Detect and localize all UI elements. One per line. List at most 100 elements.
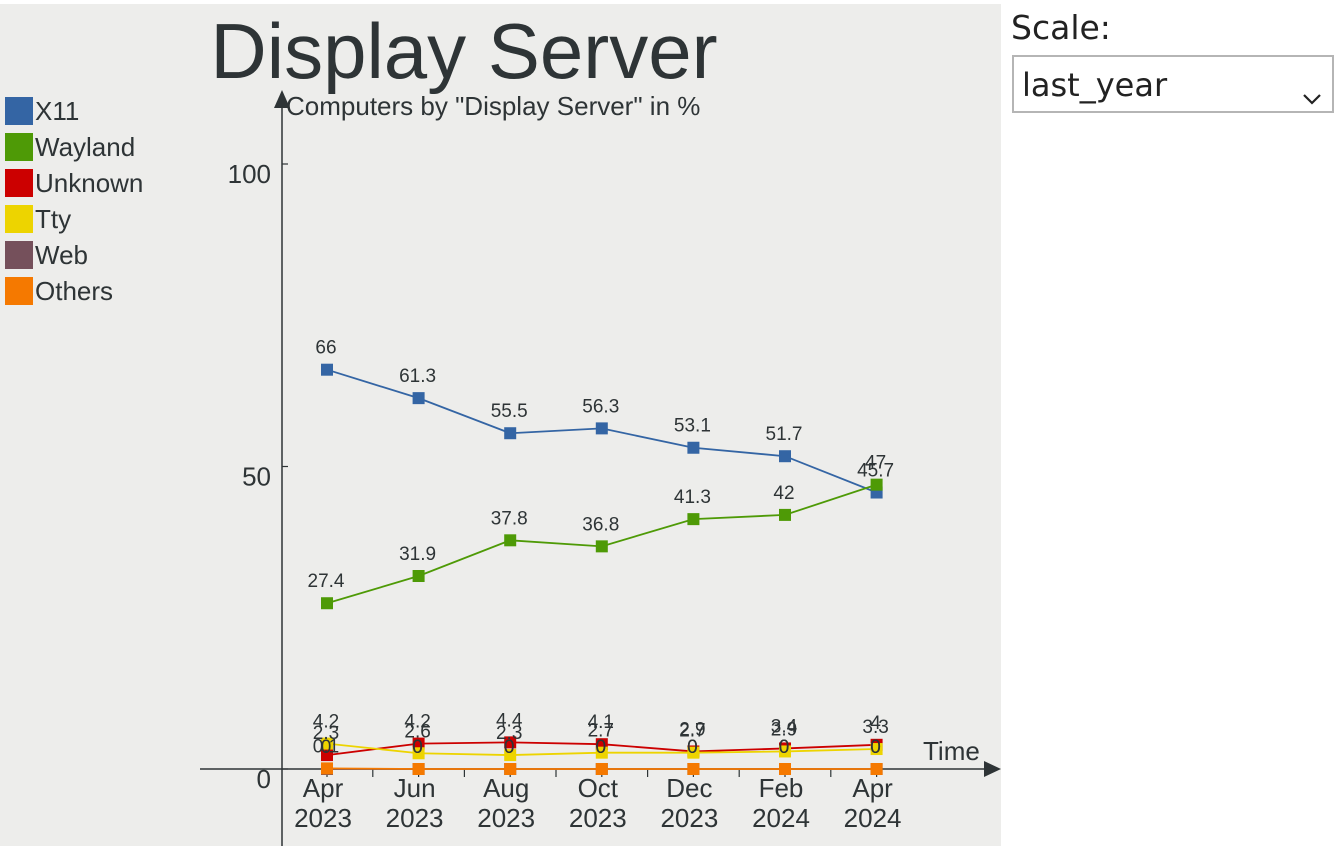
data-point <box>595 746 608 759</box>
data-point <box>870 763 883 775</box>
data-point <box>779 450 791 463</box>
scale-dropdown-value: last_year <box>1022 66 1168 104</box>
legend-label: X11 <box>35 96 79 126</box>
line-chart: Display Server Computers by "Display Ser… <box>5 7 1001 846</box>
data-label: 53.1 <box>674 416 711 437</box>
x-tick-label: Jun 2023 <box>386 773 444 833</box>
data-label: 4.2 <box>313 712 339 733</box>
data-labels: 66 61.3 55.5 56.3 53.1 51.7 45.7 27.4 31.9 37.8 36… <box>308 338 895 758</box>
legend-label: Tty <box>35 204 71 234</box>
data-label: 0.1 <box>313 736 339 757</box>
data-label: 0 <box>870 737 881 758</box>
x-tick-label: Dec 2023 <box>660 773 718 833</box>
y-tick-label: 0 <box>257 764 271 794</box>
data-point <box>687 746 700 759</box>
data-label: 66 <box>315 338 336 359</box>
data-label: 0 <box>504 737 515 758</box>
data-point <box>504 763 517 775</box>
chevron-down-icon <box>1302 75 1322 113</box>
data-label: 36.8 <box>582 514 619 535</box>
data-label: 4.2 <box>404 712 430 733</box>
x-tick-label: Feb 2024 <box>752 773 810 833</box>
x-tick-label: Oct 2023 <box>569 773 627 833</box>
data-point <box>321 737 333 750</box>
series-wayland <box>321 478 883 610</box>
x-tick-label: Aug 2023 <box>477 773 535 833</box>
data-label: 2.6 <box>404 721 430 742</box>
data-label: 0 <box>779 737 790 758</box>
axes: 0 50 100 Apr 2023 Jun 2023 Aug 2023 Oct 2023 Dec 202… <box>200 90 1001 846</box>
data-point <box>779 508 791 521</box>
chart-panel: Display Server Computers by "Display Ser… <box>0 4 1001 846</box>
data-label: 56.3 <box>582 396 619 417</box>
data-label: 37.8 <box>491 508 528 529</box>
data-label: 2.7 <box>588 721 614 742</box>
y-tick-label: 50 <box>242 462 271 492</box>
data-point <box>595 540 608 553</box>
data-point <box>321 597 333 610</box>
series-others <box>321 762 883 775</box>
data-label: 3.3 <box>862 717 888 738</box>
data-label: 2.9 <box>771 719 797 740</box>
data-point <box>504 427 517 440</box>
data-label: 4.4 <box>496 710 523 731</box>
series-tty <box>321 737 883 762</box>
data-point <box>687 441 700 454</box>
data-label: 0 <box>687 737 698 758</box>
legend-swatch <box>5 205 33 233</box>
data-label: 0 <box>596 737 607 758</box>
x-axis-label: Time <box>923 736 980 766</box>
y-tick-label: 100 <box>228 159 271 189</box>
data-label: 3.4 <box>771 716 798 737</box>
data-label: 0 <box>504 737 515 758</box>
data-point <box>412 392 425 405</box>
data-label: 27.4 <box>308 571 345 592</box>
series-layer <box>321 363 883 775</box>
data-point <box>321 749 333 762</box>
chart-subtitle: Computers by "Display Server" in % <box>286 91 700 121</box>
legend-swatch <box>5 169 33 197</box>
x-tick-label: Apr 2024 <box>844 773 902 833</box>
data-point <box>412 763 425 775</box>
data-label: 31.9 <box>399 544 436 565</box>
data-label: 61.3 <box>399 366 436 387</box>
data-label: 4.1 <box>588 712 614 733</box>
data-point <box>412 737 425 750</box>
data-point <box>504 736 517 749</box>
data-point <box>504 534 517 547</box>
data-point <box>595 422 608 435</box>
data-point <box>321 363 333 376</box>
legend-swatch <box>5 97 33 125</box>
legend-label: Others <box>35 276 113 306</box>
data-label: 42 <box>773 483 794 504</box>
legend-swatch <box>5 241 33 269</box>
scale-label: Scale: <box>1011 8 1111 47</box>
data-label: 2.3 <box>313 723 339 744</box>
data-point <box>687 763 700 775</box>
data-label: 0 <box>412 737 423 758</box>
scale-dropdown[interactable]: last_year <box>1012 55 1334 113</box>
data-point <box>687 513 700 526</box>
data-point <box>321 762 333 775</box>
data-point <box>779 763 791 775</box>
y-axis-arrow <box>274 90 290 108</box>
legend-label: Wayland <box>35 132 135 162</box>
data-label: 2.7 <box>679 721 705 742</box>
data-label: 41.3 <box>674 487 711 508</box>
data-point <box>779 745 791 758</box>
data-point <box>412 570 425 583</box>
x-tick-label: Apr 2023 <box>294 773 352 833</box>
data-point <box>412 747 425 760</box>
data-label: 0 <box>779 737 790 758</box>
data-point <box>870 743 883 756</box>
series-x11 <box>321 363 883 499</box>
data-label: 2.9 <box>679 719 705 740</box>
legend-swatch <box>5 133 33 161</box>
data-label: 2.3 <box>496 723 522 744</box>
data-label: 0 <box>687 737 698 758</box>
data-label: 0 <box>870 737 881 758</box>
data-label: 4 <box>870 713 881 734</box>
data-label: 55.5 <box>491 401 528 422</box>
legend: X11 Wayland Unknown Tty Web Others <box>5 96 143 306</box>
x-axis-arrow <box>984 761 1001 777</box>
